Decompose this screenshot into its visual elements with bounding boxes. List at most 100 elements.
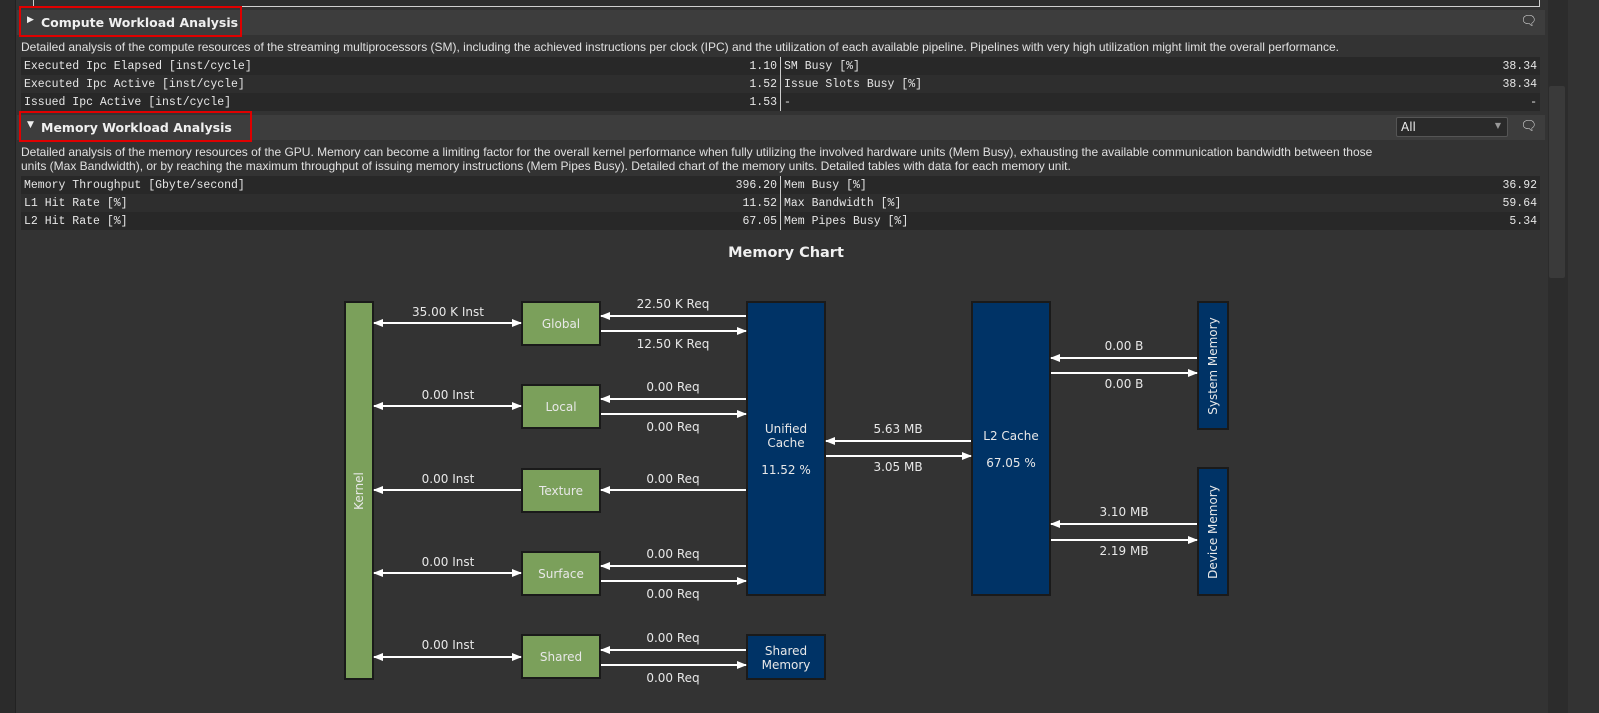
shared-inst: 0.00 Inst [422,638,475,652]
description-line: Detailed analysis of the memory resource… [21,145,1373,159]
compute-description: Detailed analysis of the compute resourc… [21,40,1339,54]
unified-cache-label: Cache [767,436,804,450]
metric-value: 36.92 [1502,178,1537,192]
l2-cache-label: L2 Cache [983,429,1038,443]
unified-cache-label: Unified [765,422,807,436]
scrollbar-thumb[interactable] [1549,86,1565,278]
devmem-to-l2: 3.10 MB [1099,505,1148,519]
unified-cache-hit-rate: 11.52 % [761,463,811,477]
l2-cache-block[interactable] [971,301,1051,596]
device-memory-block[interactable] [1197,467,1229,596]
metric-value: 59.64 [1502,196,1537,210]
table-row: Memory Throughput [Gbyte/second] 396.20 M… [21,176,1540,194]
memory-filter-dropdown[interactable]: All ▼ [1396,117,1508,137]
system-memory-label: System Memory [1206,317,1220,414]
metric-label: L2 Hit Rate [%] [24,214,128,228]
highlight-box [19,6,242,37]
chevron-down-icon: ▼ [1494,121,1501,130]
shared-label: Shared [540,650,582,664]
kernel-block[interactable] [344,301,374,680]
local-inst: 0.00 Inst [422,388,475,402]
collapse-triangle-icon[interactable]: ▼ [27,120,34,130]
metric-value: 5.34 [1509,214,1537,228]
sysmem-to-l2: 0.00 B [1105,339,1144,353]
metric-label: Executed Ipc Elapsed [inst/cycle] [24,59,252,73]
table-row: L1 Hit Rate [%] 11.52 Max Bandwidth [%] 59… [21,194,1540,212]
shared-memory-label: Shared [765,644,807,658]
global-req-in: 22.50 K Req [637,297,710,311]
highlight-box [19,111,252,142]
metric-value: 1.10 [749,59,777,73]
kernel-label: Kernel [352,472,366,510]
l2-to-devmem: 2.19 MB [1099,544,1148,558]
local-block[interactable] [521,384,601,429]
description-line: units (Max Bandwidth), or by reaching th… [21,159,1071,173]
dropdown-value: All [1401,120,1416,134]
section-title: Compute Workload Analysis [41,15,239,30]
table-row: L2 Hit Rate [%] 67.05 Mem Pipes Busy [%] 5… [21,212,1540,230]
local-label: Local [545,400,576,414]
shared-block[interactable] [521,634,601,679]
comment-icon[interactable]: 🗨︎ [1520,14,1537,29]
table-row: Issued Ipc Active [inst/cycle] 1.53 - - [21,93,1540,111]
left-panel-edge [0,0,16,713]
texture-label: Texture [538,484,583,498]
metric-value: 11.52 [742,196,777,210]
global-req-out: 12.50 K Req [637,337,710,351]
metric-label: SM Busy [%] [784,59,860,73]
texture-inst: 0.00 Inst [422,472,475,486]
l2-to-sysmem: 0.00 B [1105,377,1144,391]
local-req-in: 0.00 Req [646,380,699,394]
metric-label: Executed Ipc Active [inst/cycle] [24,77,245,91]
shared-memory-block[interactable] [746,634,826,680]
compute-section-header[interactable]: ▶ Compute Workload Analysis 🗨︎ [17,6,1545,37]
memory-description: Detailed analysis of the memory resource… [21,145,1541,173]
unified-cache-block[interactable] [746,301,826,596]
previous-section-frame [33,0,1540,7]
table-row: Executed Ipc Active [inst/cycle] 1.52 Iss… [21,75,1540,93]
surface-label: Surface [538,567,584,581]
metric-value: - [1530,95,1537,109]
surface-req-out: 0.00 Req [646,587,699,601]
shared-req-out: 0.00 Req [646,671,699,685]
memory-chart-title: Memory Chart [728,245,844,261]
metric-label: Memory Throughput [Gbyte/second] [24,178,245,192]
metric-label: L1 Hit Rate [%] [24,196,128,210]
global-block[interactable] [521,301,601,346]
metric-label: Max Bandwidth [%] [784,196,902,210]
device-memory-label: Device Memory [1206,485,1220,579]
metric-value: 67.05 [742,214,777,228]
metric-value: 396.20 [735,178,777,192]
surface-req-in: 0.00 Req [646,547,699,561]
table-row: Executed Ipc Elapsed [inst/cycle] 1.10 SM… [21,57,1540,75]
texture-block[interactable] [521,468,601,513]
metric-label: Issue Slots Busy [%] [784,77,923,91]
metric-label: Issued Ipc Active [inst/cycle] [24,95,232,109]
system-memory-block[interactable] [1197,301,1229,430]
metric-label: Mem Pipes Busy [%] [784,214,909,228]
sections: ▶ Compute Workload Analysis 🗨︎ Detailed … [17,6,1545,234]
l1-to-l2: 3.05 MB [873,460,922,474]
surface-inst: 0.00 Inst [422,555,475,569]
global-label: Global [542,317,580,331]
memory-metrics-table: Memory Throughput [Gbyte/second] 396.20 M… [21,176,1540,230]
l2-cache-hit-rate: 67.05 % [986,456,1036,470]
surface-block[interactable] [521,551,601,596]
metric-label: - [784,95,791,109]
metric-label: Mem Busy [%] [784,178,867,192]
metric-value: 1.52 [749,77,777,91]
metric-value: 38.34 [1502,77,1537,91]
compute-metrics-table: Executed Ipc Elapsed [inst/cycle] 1.10 SM… [21,57,1540,111]
comment-icon[interactable]: 🗨︎ [1520,119,1537,134]
shared-memory-label: Memory [762,658,811,672]
shared-req-in: 0.00 Req [646,631,699,645]
section-title: Memory Workload Analysis [41,120,232,135]
global-inst: 35.00 K Inst [412,305,484,319]
texture-req-in: 0.00 Req [646,472,699,486]
local-req-out: 0.00 Req [646,420,699,434]
metric-value: 1.53 [749,95,777,109]
expand-triangle-icon[interactable]: ▶ [27,15,34,25]
metric-value: 38.34 [1502,59,1537,73]
memory-section-header[interactable]: ▼ Memory Workload Analysis All ▼ 🗨︎ [17,111,1545,142]
